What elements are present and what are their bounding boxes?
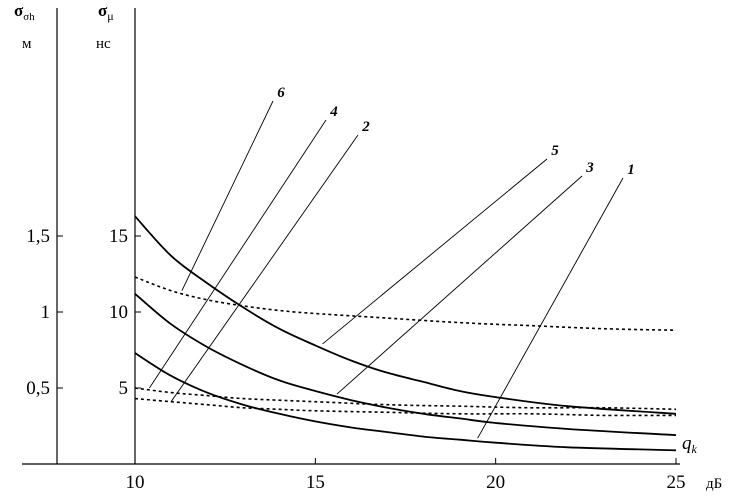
series-5-line	[134, 215, 677, 415]
curve-label-1: 1	[627, 162, 635, 178]
leader-line-5	[322, 158, 548, 345]
left-tick-label: 1	[41, 302, 51, 323]
right-tick-label: 5	[119, 378, 129, 399]
right-axis-subscript: μ	[107, 9, 113, 23]
curve-label-5: 5	[551, 143, 559, 159]
leader-line-4	[149, 119, 327, 389]
left-tick-label: 0,5	[26, 378, 50, 399]
right-tick-label: 10	[109, 302, 128, 323]
curve-label-2: 2	[361, 119, 370, 135]
x-tick-label: 10	[126, 472, 145, 493]
leader-line-6	[181, 100, 274, 291]
right-axis-symbol: σμ	[98, 1, 114, 23]
leader-line-3	[336, 175, 583, 395]
series-3-line	[134, 293, 677, 436]
leader-line-1	[477, 177, 624, 439]
series-2-line	[134, 397, 677, 417]
x-tick-label: 25	[667, 472, 686, 493]
left-tick-label: 1,5	[26, 226, 50, 247]
right-tick-label: 15	[109, 226, 128, 247]
x-tick-label: 20	[486, 472, 505, 493]
right-axis-unit: нс	[96, 36, 111, 52]
left-axis-unit: м	[22, 36, 32, 52]
series-6-line	[134, 276, 677, 331]
x-axis-label: qk	[682, 433, 698, 456]
x-tick-label: 15	[306, 472, 325, 493]
x-axis-unit: дБ	[706, 476, 722, 492]
curve-label-3: 3	[585, 160, 594, 176]
left-axis-symbol: σσh	[14, 1, 35, 23]
series-4-line	[134, 387, 677, 411]
curve-label-4: 4	[329, 104, 338, 120]
curve-label-6: 6	[277, 85, 285, 101]
left-axis-subscript: σh	[23, 11, 35, 23]
leader-line-2	[170, 134, 359, 402]
series-1-line	[134, 352, 677, 452]
